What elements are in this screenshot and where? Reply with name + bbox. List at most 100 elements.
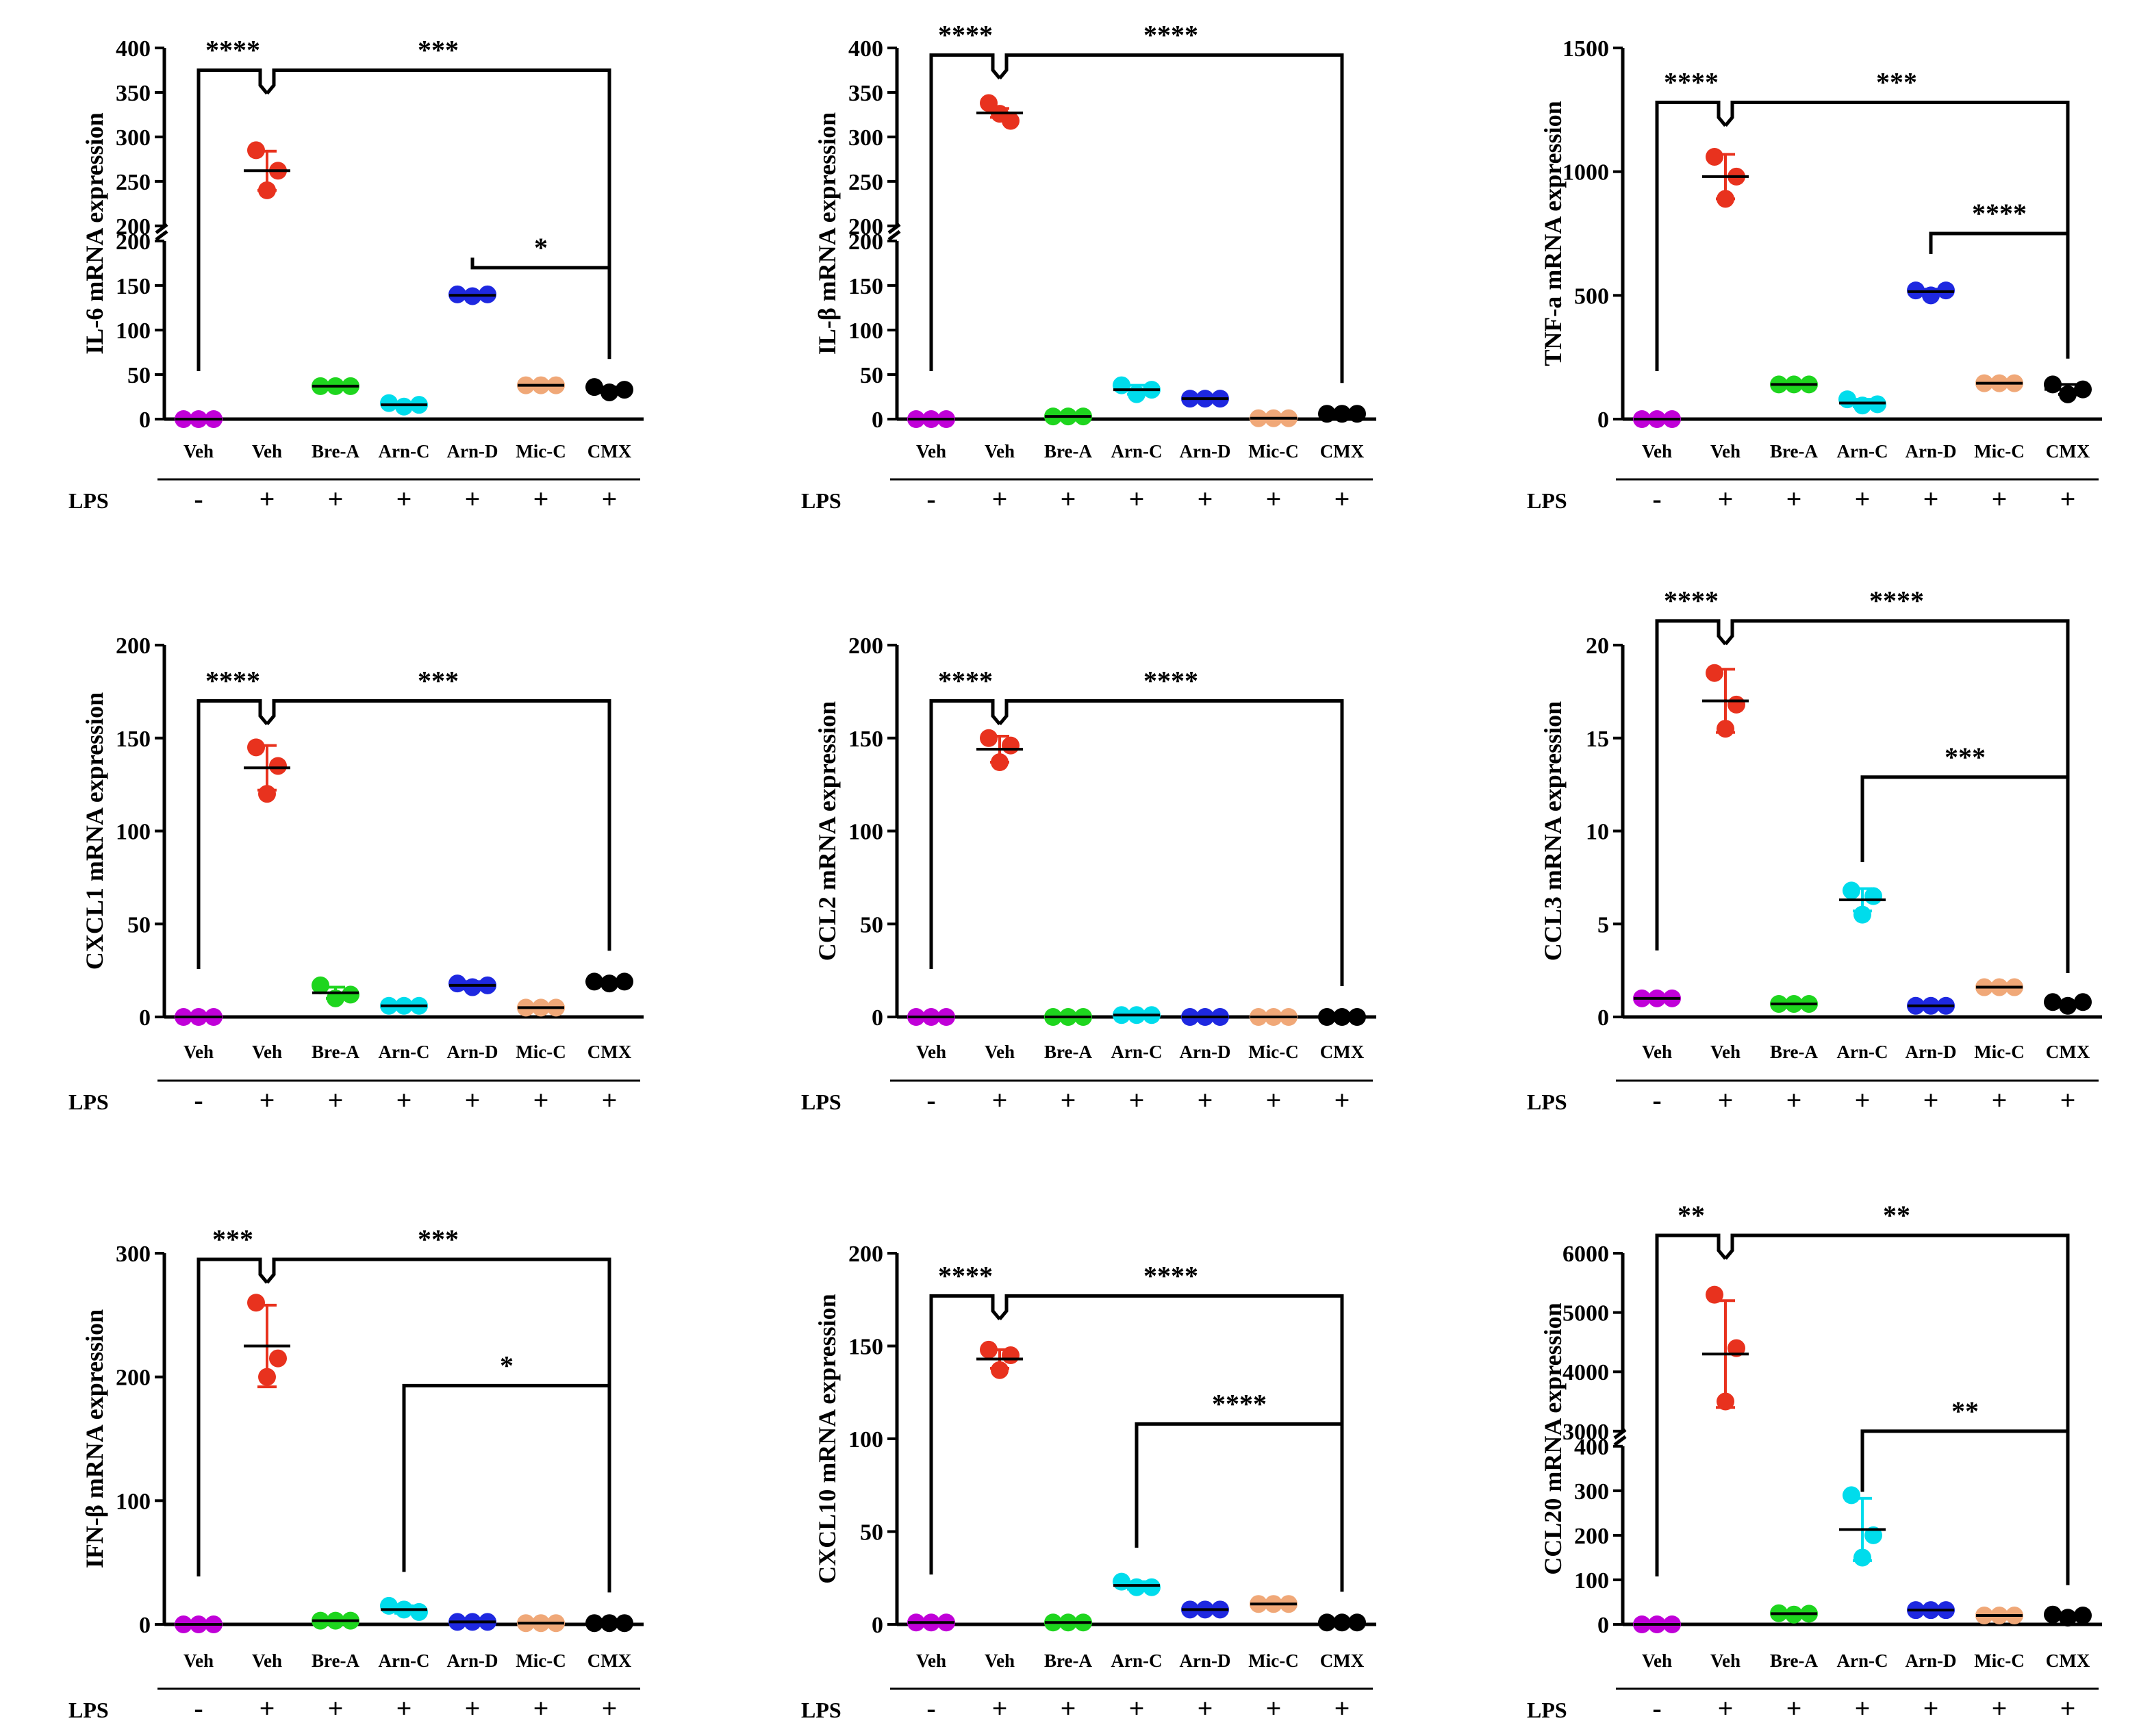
treatment-sign: + xyxy=(2060,1085,2076,1116)
treatment-sign: + xyxy=(1923,1693,1939,1724)
significance-label: **** xyxy=(1143,665,1198,696)
data-point xyxy=(1717,190,1734,208)
significance-bracket xyxy=(1724,100,2070,359)
data-point xyxy=(258,181,276,199)
x-tick-label: Veh xyxy=(1710,1650,1741,1671)
data-point xyxy=(342,985,359,1004)
y-tick-label: 50 xyxy=(860,363,883,388)
data-point xyxy=(247,141,265,160)
y-axis-label: IFN-β mRNA expression xyxy=(81,1309,108,1568)
x-tick-label: Bre-A xyxy=(1770,441,1818,462)
data-point xyxy=(991,753,1009,772)
y-tick-label: 150 xyxy=(848,727,883,752)
data-point xyxy=(410,1602,428,1621)
x-tick-label: Arn-C xyxy=(379,441,430,462)
treatment-sign: + xyxy=(1992,1085,2008,1116)
treatment-sign: + xyxy=(465,483,481,514)
y-axis-label: IL-6 mRNA expression xyxy=(81,112,108,354)
significance-label: **** xyxy=(938,1260,993,1291)
x-tick-label: Arn-D xyxy=(1906,1650,1957,1671)
treatment-sign: + xyxy=(260,1693,275,1724)
significance-label: **** xyxy=(205,665,260,696)
data-point xyxy=(1853,1548,1871,1567)
y-tick-label: 500 xyxy=(1574,284,1609,309)
x-tick-label: Arn-D xyxy=(447,1650,498,1671)
y-tick-label: 0 xyxy=(139,1613,151,1638)
data-point xyxy=(1143,1578,1161,1596)
y-tick-label: 15 xyxy=(1586,727,1609,752)
y-tick-label: 150 xyxy=(116,727,151,752)
x-tick-label: Veh xyxy=(985,1042,1015,1062)
x-tick-label: Veh xyxy=(252,441,282,462)
data-point xyxy=(1002,736,1020,755)
treatment-sign: + xyxy=(1992,483,2008,514)
x-tick-label: Mic-C xyxy=(1974,441,2024,462)
x-tick-label: CMX xyxy=(587,1650,632,1671)
significance-label: **** xyxy=(1664,66,1719,97)
significance-bracket xyxy=(1655,619,1727,951)
significance-bracket xyxy=(998,53,1344,383)
y-tick-label: 200 xyxy=(116,633,151,659)
x-tick-label: CMX xyxy=(2046,441,2090,462)
significance-label: * xyxy=(500,1350,514,1381)
treatment-sign: + xyxy=(1129,1085,1145,1116)
x-tick-label: Veh xyxy=(916,441,946,462)
y-tick-label: 200 xyxy=(848,1242,883,1267)
y-tick-label: 100 xyxy=(848,820,883,845)
y-tick-label: 200 xyxy=(848,229,883,255)
data-point xyxy=(269,757,287,775)
x-tick-label: CMX xyxy=(2046,1650,2090,1671)
axis-break-mark xyxy=(887,223,901,234)
significance-label: **** xyxy=(1972,198,2027,229)
x-tick-label: Mic-C xyxy=(1248,1042,1298,1062)
treatment-sign: + xyxy=(602,1085,618,1116)
y-tick-label: 100 xyxy=(116,318,151,344)
data-point xyxy=(2044,993,2062,1011)
significance-bracket xyxy=(1135,1422,1344,1592)
x-tick-label: Mic-C xyxy=(516,441,566,462)
data-point xyxy=(1853,397,1871,415)
significance-label: **** xyxy=(205,34,260,65)
x-tick-label: Veh xyxy=(183,1650,214,1671)
data-point xyxy=(2074,993,2092,1011)
significance-label: **** xyxy=(938,19,993,50)
y-axis-label: CXCL10 mRNA expression xyxy=(813,1294,841,1583)
data-point xyxy=(312,976,329,994)
y-tick-label: 50 xyxy=(860,1520,883,1546)
y-tick-label: 10 xyxy=(1586,820,1609,845)
panel-5: 0 50 100 150 200 CCL2 mRNA expression Veh Veh Br… xyxy=(801,633,1376,1116)
treatment-sign: - xyxy=(1652,1085,1661,1116)
y-tick-label: 1500 xyxy=(1562,36,1609,62)
data-point xyxy=(1113,376,1130,394)
data-point xyxy=(585,378,603,397)
data-point xyxy=(980,729,998,747)
treatment-sign: - xyxy=(1652,483,1661,514)
data-point xyxy=(980,94,998,112)
significance-label: **** xyxy=(1664,586,1719,616)
y-tick-label: 3000 xyxy=(1562,1420,1609,1445)
data-point xyxy=(600,383,618,401)
x-tick-label: Veh xyxy=(916,1650,946,1671)
x-tick-label: Veh xyxy=(1710,1042,1741,1062)
data-point xyxy=(1853,905,1871,924)
significance-bracket xyxy=(402,1383,611,1593)
treatment-sign: + xyxy=(1855,1085,1871,1116)
axis-break-mark xyxy=(155,229,168,241)
treatment-sign: + xyxy=(533,1693,549,1724)
treatment-sign: - xyxy=(926,1693,935,1724)
treatment-label: LPS xyxy=(801,1698,841,1722)
y-axis-label: CCL2 mRNA expression xyxy=(813,701,841,961)
y-tick-label: 4000 xyxy=(1562,1360,1609,1385)
x-tick-label: Veh xyxy=(985,441,1015,462)
y-tick-label: 300 xyxy=(1574,1479,1609,1505)
treatment-sign: + xyxy=(602,483,618,514)
y-tick-label: 20 xyxy=(1586,633,1609,659)
y-tick-label: 150 xyxy=(848,1335,883,1360)
x-tick-label: Veh xyxy=(1642,1042,1672,1062)
x-tick-label: CMX xyxy=(1320,1650,1365,1671)
data-point xyxy=(1864,887,1882,905)
x-tick-label: Veh xyxy=(252,1042,282,1062)
x-tick-label: Arn-C xyxy=(1111,1650,1163,1671)
